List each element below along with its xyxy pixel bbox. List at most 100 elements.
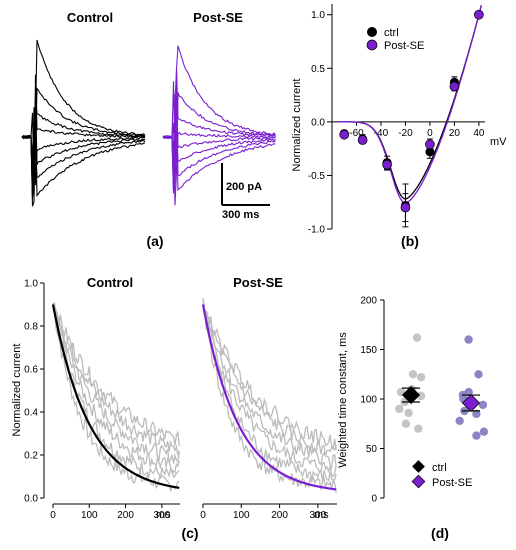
iv-x-tick-label: -40	[374, 128, 389, 139]
post-se-traces	[162, 45, 276, 206]
current-trace	[21, 107, 146, 191]
iv-point-post	[474, 9, 484, 20]
iv-points	[339, 9, 484, 228]
decay-fits	[51, 304, 337, 491]
scale-current-label: 200 pA	[226, 181, 262, 193]
panel-a: Control Post-SE 200 pA 300 ms (a)	[21, 10, 276, 249]
decay-xunit-control: ms	[156, 509, 171, 521]
current-trace	[21, 134, 146, 183]
iv-legend: ctrl Post-SE	[366, 27, 424, 52]
panel-c-title-control: Control	[87, 275, 133, 290]
tau-point	[404, 408, 413, 418]
panel-a-label: (a)	[146, 233, 163, 249]
tau-point	[472, 431, 481, 440]
legend-ctrl-marker	[367, 27, 377, 37]
tau-point	[414, 424, 423, 433]
panel-b-label: (b)	[401, 233, 419, 249]
decay-axes: 0.0 0.2 0.4 0.6 0.8 1.0 0 100 200 300 0 100 200 300	[24, 279, 337, 521]
panel-c-title-post: Post-SE	[233, 275, 283, 290]
current-trace	[21, 87, 146, 187]
tau-point	[474, 370, 483, 379]
current-trace	[162, 96, 276, 194]
iv-y-tick-label: -0.5	[308, 171, 326, 182]
decay-trace	[202, 305, 337, 478]
iv-point-post	[400, 202, 411, 213]
tau-y-tick-label: 50	[366, 444, 378, 455]
tau-y-tick-label: 100	[360, 395, 377, 406]
decay-trace	[202, 303, 337, 450]
legend-ctrl-label: ctrl	[384, 27, 399, 39]
iv-xlabel: mV	[490, 136, 507, 148]
decay-y-tick-label: 0.6	[24, 365, 38, 376]
tau-y-tick-label: 0	[371, 494, 377, 505]
iv-y-tick-label: -1.0	[308, 225, 326, 236]
decay-trace	[52, 304, 180, 480]
decay-x-tick-label: 100	[81, 510, 98, 521]
iv-point-post	[357, 135, 368, 145]
tau-axes: 0 50 100 150 200	[360, 296, 385, 505]
panel-d-label: (d)	[431, 525, 449, 541]
tau-point	[408, 370, 418, 379]
iv-x-tick-label: -20	[398, 128, 413, 139]
decay-xunit-post: ms	[314, 509, 329, 521]
tau-legend: ctrl Post-SE	[411, 460, 472, 489]
iv-fit-curve	[338, 5, 482, 204]
iv-point-post	[425, 139, 435, 150]
panel-b: -1.0 -0.5 0.0 0.5 1.0 -60 -40 -20 0 20 40 Normaliz…	[291, 4, 507, 249]
iv-point-post	[449, 81, 460, 92]
current-trace	[21, 74, 146, 207]
current-trace	[162, 45, 276, 186]
decay-trace	[52, 303, 180, 456]
tau-point	[455, 416, 464, 425]
current-trace	[162, 94, 276, 163]
iv-ylabel: Normalized current	[291, 79, 303, 172]
legend-post-marker	[366, 39, 378, 51]
panel-c-label: (c)	[181, 525, 198, 541]
tau-y-tick-label: 200	[360, 296, 377, 307]
tau-point	[472, 409, 481, 419]
decay-x-tick-label: 0	[50, 510, 56, 521]
iv-x-tick-label: 20	[449, 128, 461, 139]
decay-traces	[52, 297, 337, 494]
iv-y-tick-label: 1.0	[311, 10, 325, 21]
panel-a-title-control: Control	[67, 10, 113, 25]
current-trace	[21, 93, 145, 196]
decay-trace	[52, 307, 180, 464]
decay-trace	[202, 306, 337, 482]
decay-y-tick-label: 0.2	[24, 451, 38, 462]
decay-x-tick-label: 0	[200, 510, 206, 521]
decay-x-tick-label: 200	[271, 510, 288, 521]
iv-fits	[338, 5, 482, 204]
decay-fit-post	[201, 304, 337, 491]
tau-point	[478, 400, 488, 410]
current-trace	[21, 96, 146, 199]
tau-mean-diamond	[461, 393, 481, 413]
decay-x-tick-label: 200	[117, 510, 134, 521]
decay-trace	[52, 304, 180, 492]
scale-bar: 200 pA 300 ms	[221, 163, 270, 221]
iv-x-tick-label: -60	[349, 128, 364, 139]
current-trace	[162, 81, 276, 158]
iv-point-post	[382, 159, 392, 170]
legend-post-label: Post-SE	[384, 40, 424, 52]
decay-x-tick-label: 300	[154, 510, 171, 521]
current-trace	[21, 126, 146, 198]
current-trace	[162, 132, 276, 192]
tau-point	[401, 419, 411, 428]
tau-point	[416, 373, 426, 382]
scale-time-label: 300 ms	[222, 209, 259, 221]
decay-trace	[52, 301, 180, 474]
current-trace	[21, 39, 146, 180]
decay-fit-control	[51, 304, 180, 489]
panel-c: Control Post-SE 0.0 0.2 0.4 0.6 0.8 1.0 0 100 20…	[11, 275, 337, 541]
tau-legend-post: Post-SE	[432, 477, 472, 489]
current-trace	[162, 92, 276, 206]
tau-point	[464, 335, 473, 344]
decay-trace	[52, 306, 180, 447]
decay-trace	[202, 299, 337, 494]
decay-y-tick-label: 0.0	[24, 494, 38, 505]
decay-y-tick-label: 0.4	[24, 408, 38, 419]
decay-ylabel: Normalized current	[11, 344, 23, 437]
